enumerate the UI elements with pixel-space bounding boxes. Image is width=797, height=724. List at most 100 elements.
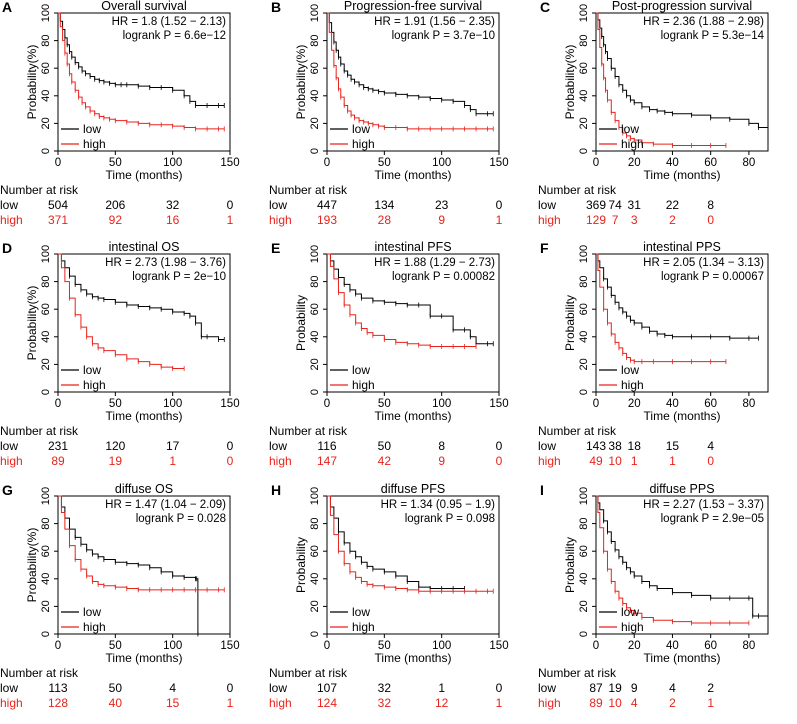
x-tick-label: 20 [628,398,641,410]
y-tick-label: 20 [578,358,590,370]
chart-title: intestinal OS [109,240,180,254]
risk-high-value: 10 [608,454,622,468]
y-tick-label: 0 [309,148,321,154]
y-tick-label: 100 [309,4,321,22]
risk-low-value: 15 [666,439,680,453]
x-tick-label: 100 [432,398,451,410]
risk-low-value: 32 [378,681,392,695]
risk-low-value: 31 [628,198,642,212]
y-tick-label: 0 [40,631,52,637]
y-tick-label: 60 [40,303,52,315]
km-panel-b: B Progression-free survival 0 20 40 60 80 100 0 5… [269,0,534,241]
risk-low-value: 0 [227,198,234,212]
risk-low-value: 4 [669,681,676,695]
x-tick-label: 80 [742,157,755,169]
risk-high-value: 4 [631,696,638,710]
risk-row-low-label: low [538,681,556,695]
risk-low-value: 0 [496,198,503,212]
risk-high-value: 15 [166,696,180,710]
y-tick-label: 80 [309,517,321,529]
risk-low-value: 18 [628,439,642,453]
hr-annotation: HR = 2.27 (1.53 − 3.37) [643,499,764,511]
x-axis-label: Time (months) [106,651,183,665]
risk-low-value: 116 [317,439,336,453]
risk-low-value: 206 [105,198,125,212]
legend-low-label: low [83,363,101,377]
chart-title: intestinal PPS [643,240,721,254]
y-axis-label: Probability(%) [25,286,39,361]
risk-low-value: 369 [586,198,606,212]
y-tick-label: 20 [40,358,52,370]
hr-annotation: HR = 1.47 (1.04 − 2.09) [105,499,226,511]
panel-letter: C [540,0,550,15]
risk-table-title: Number at risk [538,666,617,680]
x-tick-label: 100 [432,640,451,652]
risk-row-low-label: low [269,439,287,453]
y-tick-label: 40 [40,331,52,343]
legend-high-label: high [352,378,375,392]
risk-high-value: 2 [669,213,676,227]
risk-row-high-label: high [269,454,292,468]
y-axis-label: Probability(%) [563,45,577,120]
panel-letter: E [271,240,280,256]
legend-high-label: high [621,137,644,151]
risk-row-high-label: high [538,454,561,468]
x-tick-label: 100 [432,157,451,169]
y-tick-label: 60 [40,62,52,74]
risk-high-value: 19 [109,454,123,468]
x-tick-label: 0 [324,640,330,652]
chart-title: Progression-free survival [344,0,482,13]
x-tick-label: 50 [109,157,122,169]
risk-high-value: 2 [669,696,676,710]
panel-letter: D [2,240,12,256]
logrank-annotation: logrank P = 2.9e−05 [661,513,764,525]
y-tick-label: 80 [40,34,52,46]
y-tick-label: 100 [40,245,52,263]
y-tick-label: 20 [309,117,321,129]
logrank-annotation: logrank P = 6.6e−12 [123,30,226,42]
x-axis-label: Time (months) [375,168,452,182]
risk-high-value: 1 [496,696,503,710]
y-tick-label: 80 [578,517,590,529]
risk-low-value: 23 [435,198,449,212]
km-curve-high [327,495,494,592]
chart-title: diffuse OS [115,482,173,496]
panel-letter: A [2,0,12,15]
x-tick-label: 150 [220,398,239,410]
risk-high-value: 1 [496,213,503,227]
x-tick-label: 50 [109,640,122,652]
y-tick-label: 60 [40,545,52,557]
hr-annotation: HR = 1.88 (1.29 − 2.73) [374,257,495,269]
panel-letter: I [540,482,544,498]
x-tick-label: 100 [163,640,182,652]
y-tick-label: 100 [578,487,590,505]
y-tick-label: 0 [578,631,590,637]
risk-high-value: 28 [378,213,392,227]
risk-low-value: 22 [666,198,680,212]
risk-row-low-label: low [538,198,556,212]
plot-frame [595,495,769,635]
risk-high-value: 128 [48,696,68,710]
plot-frame [326,495,500,635]
y-tick-label: 100 [40,4,52,22]
risk-low-value: 32 [166,198,180,212]
y-tick-label: 80 [578,34,590,46]
hr-annotation: HR = 1.8 (1.52 − 2.13) [112,16,227,28]
y-tick-label: 40 [309,331,321,343]
plot-frame [595,253,769,393]
risk-low-value: 504 [48,198,68,212]
chart-title: diffuse PFS [381,482,445,496]
risk-row-high-label: high [269,213,292,227]
risk-low-value: 4 [707,439,714,453]
x-tick-label: 150 [489,640,508,652]
risk-row-low-label: low [0,681,18,695]
risk-low-value: 113 [48,681,67,695]
logrank-annotation: logrank P = 0.098 [405,513,495,525]
risk-high-value: 32 [378,696,392,710]
y-tick-label: 100 [309,487,321,505]
plot-frame [595,12,769,152]
